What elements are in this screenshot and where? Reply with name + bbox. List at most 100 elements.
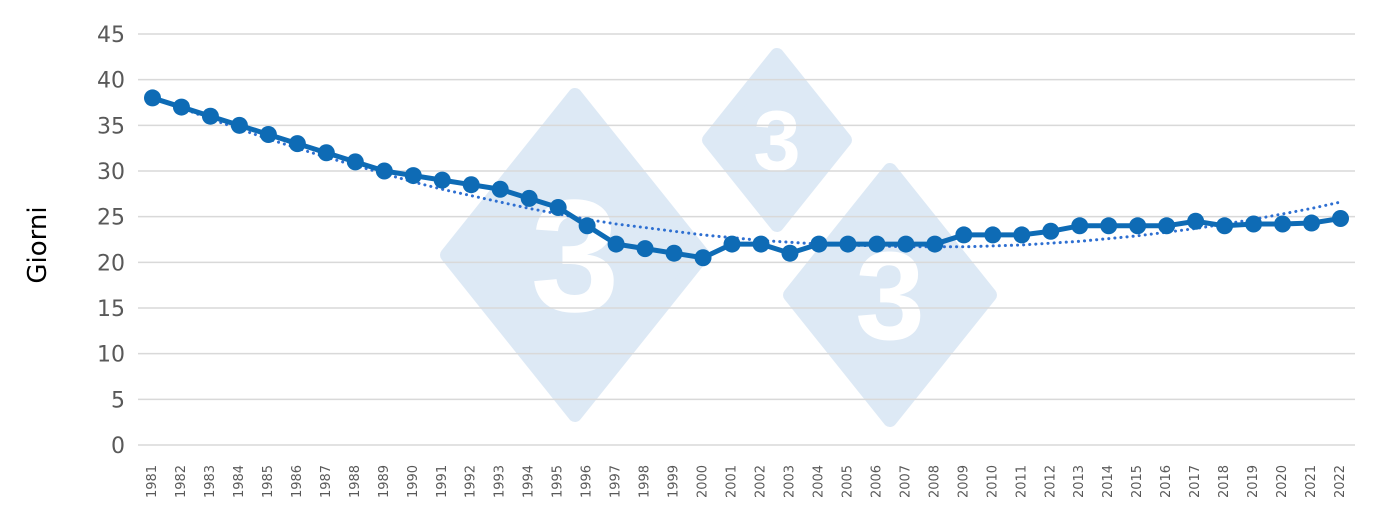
data-point-marker [1042,222,1060,240]
data-point-marker [839,235,857,253]
y-tick-label: 35 [97,114,125,139]
data-point-marker [752,235,770,253]
data-point-marker [1216,217,1234,235]
x-tick-label: 2003 [782,465,797,498]
data-point-marker [201,107,219,125]
x-tick-label: 1991 [435,465,450,498]
y-tick-label: 40 [97,69,125,94]
x-tick-label: 2013 [1072,465,1087,498]
gridlines [138,33,1355,446]
x-tick-label: 1990 [406,465,421,498]
data-point-marker [172,98,190,116]
watermark-diamond [783,163,997,427]
data-point-marker [1245,215,1263,233]
data-point-marker [868,235,886,253]
x-tick-label: 1982 [174,465,189,498]
x-tick-label: 2004 [811,465,826,498]
data-point-marker [955,226,973,244]
data-point-marker [1071,217,1089,235]
x-tick-label: 1994 [522,465,537,498]
data-point-marker [897,235,915,253]
data-point-marker [1013,226,1031,244]
y-tick-label: 5 [111,388,125,413]
y-axis-ticks: 0 5 10 15 20 25 30 35 40 45 [97,23,125,459]
data-point-marker [317,144,335,162]
y-tick-label: 30 [97,160,125,185]
watermark-glyph: 3 [855,227,925,366]
watermark-diamond [440,88,710,422]
x-tick-label: 2018 [1217,465,1232,498]
x-tick-label: 2015 [1130,465,1145,498]
y-tick-label: 10 [97,343,125,368]
watermark-diamond [702,48,852,232]
watermark-logo: 333 [440,48,997,427]
x-tick-label: 2020 [1275,465,1290,498]
x-tick-label: 1985 [261,465,276,498]
data-point-marker [1158,217,1176,235]
x-tick-label: 1993 [493,465,508,498]
x-tick-label: 2005 [840,465,855,498]
x-tick-label: 2000 [696,465,711,498]
x-axis-ticks: 1981 1982 1983 1984 1985 1986 1987 1988 1989 1990… [145,465,1348,498]
data-point-marker [375,162,393,180]
data-point-marker [143,89,161,107]
x-tick-label: 2001 [725,465,740,498]
data-point-marker [607,235,625,253]
x-tick-label: 2016 [1159,465,1174,498]
x-tick-label: 2010 [985,465,1000,498]
x-tick-label: 2022 [1333,465,1348,498]
x-tick-label: 1995 [551,465,566,498]
x-tick-label: 1983 [203,465,218,498]
data-point-marker [723,235,741,253]
x-tick-label: 1988 [348,465,363,498]
data-point-marker [549,199,567,217]
x-tick-label: 2017 [1188,465,1203,498]
x-tick-label: 2019 [1246,465,1261,498]
y-tick-label: 0 [111,434,125,459]
x-tick-label: 1981 [145,465,160,498]
x-tick-label: 1984 [232,465,247,498]
data-point-marker [346,153,364,171]
data-point-marker [462,176,480,194]
x-tick-label: 2006 [869,465,884,498]
x-tick-label: 2014 [1101,465,1116,498]
data-point-marker [636,240,654,258]
data-point-marker [694,249,712,267]
data-point-marker [781,244,799,262]
x-tick-label: 1998 [638,465,653,498]
data-point-marker [1100,217,1118,235]
x-tick-label: 1996 [580,465,595,498]
data-point-marker [926,235,944,253]
x-tick-label: 1997 [609,465,624,498]
y-tick-label: 45 [97,23,125,48]
data-point-marker [230,116,248,134]
x-tick-label: 1999 [667,465,682,498]
x-tick-label: 2021 [1304,465,1319,498]
x-tick-label: 1992 [464,465,479,498]
x-tick-label: 2011 [1014,465,1029,498]
x-tick-label: 2009 [956,465,971,498]
y-tick-label: 15 [97,297,125,322]
watermark-glyph: 3 [753,94,800,189]
data-point-marker [984,226,1002,244]
data-point-marker [433,171,451,189]
data-point-marker [491,180,509,198]
x-tick-label: 1986 [290,465,305,498]
data-point-marker [520,189,538,207]
y-axis-label: Giorni [23,206,53,284]
data-point-marker [665,244,683,262]
x-tick-label: 2007 [898,465,913,498]
x-tick-label: 1987 [319,465,334,498]
x-tick-label: 2002 [753,465,768,498]
x-tick-label: 1989 [377,465,392,498]
y-tick-label: 20 [97,251,125,276]
data-point-marker [404,167,422,185]
y-tick-label: 25 [97,206,125,231]
data-point-marker [288,135,306,153]
data-point-marker [810,235,828,253]
data-point-marker [259,125,277,143]
watermark-glyph: 3 [531,166,620,345]
data-point-marker [1274,215,1292,233]
x-tick-label: 2012 [1043,465,1058,498]
